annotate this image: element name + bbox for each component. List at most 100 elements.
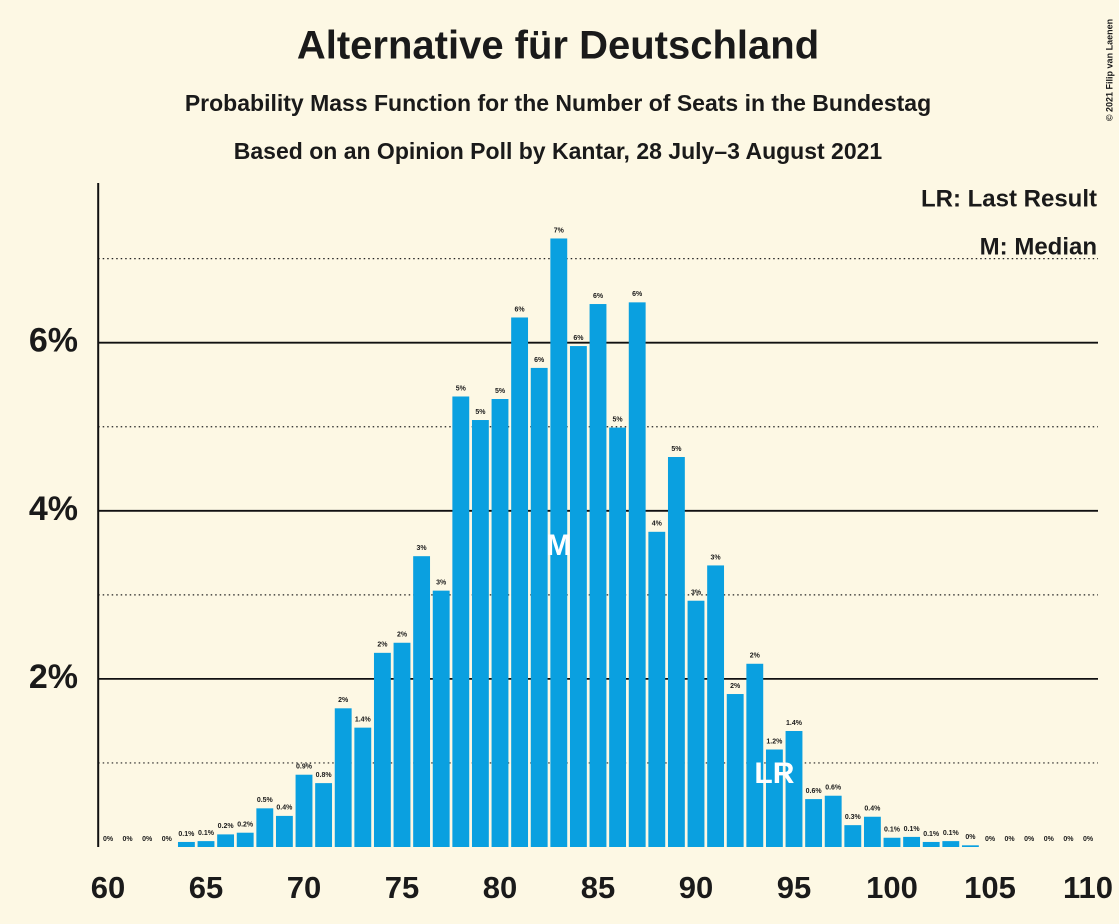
value-label: 0%	[1005, 836, 1016, 843]
bar	[726, 694, 744, 847]
bar	[805, 799, 823, 847]
annotation: M	[546, 529, 571, 562]
value-label: 0%	[123, 836, 134, 843]
value-label: 6%	[632, 291, 643, 298]
value-label: 3%	[436, 579, 447, 586]
value-label: 0.4%	[864, 806, 881, 813]
value-label: 0%	[162, 836, 173, 843]
value-label: 0.1%	[943, 830, 960, 837]
value-label: 2%	[377, 642, 388, 649]
value-label: 0.1%	[178, 831, 195, 838]
value-label: 2%	[750, 653, 761, 660]
bar	[942, 841, 960, 847]
bar	[628, 302, 646, 847]
bar	[275, 815, 293, 847]
value-label: 0%	[1063, 836, 1074, 843]
bar	[863, 816, 881, 847]
value-label: 4%	[652, 521, 663, 528]
y-tick-label: 2%	[29, 658, 78, 696]
bar	[765, 749, 783, 847]
bar	[393, 642, 411, 847]
bar	[452, 396, 470, 847]
value-label: 2%	[397, 632, 408, 639]
legend-entry: LR: Last Result	[921, 185, 1097, 212]
bar	[589, 304, 607, 847]
x-tick-label: 70	[287, 870, 321, 905]
value-label: 5%	[495, 388, 506, 395]
bar	[236, 832, 254, 847]
bar	[373, 652, 391, 847]
value-label: 5%	[613, 416, 624, 423]
value-label: 0%	[1083, 836, 1094, 843]
bar	[295, 774, 313, 847]
bar	[922, 841, 940, 847]
bar	[217, 834, 235, 847]
value-label: 0.4%	[276, 805, 293, 812]
value-label: 7%	[554, 227, 565, 234]
bar	[824, 795, 842, 847]
value-label: 0.5%	[257, 797, 274, 804]
x-tick-label: 85	[581, 870, 615, 905]
y-tick-label: 6%	[29, 322, 78, 360]
copyright: © 2021 Filip van Laenen	[1104, 19, 1114, 121]
bar	[315, 783, 333, 847]
x-tick-label: 60	[91, 870, 125, 905]
bar	[609, 427, 627, 847]
value-label: 0%	[103, 836, 114, 843]
value-label: 0.6%	[806, 788, 823, 795]
value-label: 5%	[456, 385, 467, 392]
chart-subtitle: Based on an Opinion Poll by Kantar, 28 J…	[234, 138, 883, 164]
x-tick-label: 90	[679, 870, 713, 905]
value-label: 1.2%	[766, 738, 783, 745]
value-label: 2%	[338, 697, 349, 704]
x-tick-label: 110	[1063, 870, 1113, 905]
x-tick-label: 80	[483, 870, 517, 905]
value-label: 0.1%	[904, 826, 921, 833]
value-label: 3%	[691, 590, 702, 597]
bar	[511, 317, 529, 847]
x-tick-label: 105	[964, 870, 1016, 905]
bar	[413, 556, 431, 847]
value-label: 1.4%	[786, 720, 803, 727]
annotation: LR	[754, 757, 794, 790]
bar	[667, 457, 685, 847]
bar	[746, 663, 764, 847]
y-tick-label: 4%	[29, 490, 78, 528]
value-label: 3%	[711, 554, 722, 561]
value-label: 1.4%	[355, 716, 372, 723]
bar	[903, 836, 921, 847]
value-label: 5%	[475, 409, 486, 416]
value-label: 0.1%	[884, 827, 901, 834]
bar	[256, 808, 274, 847]
value-label: 0.2%	[218, 823, 235, 830]
bar	[354, 727, 372, 847]
x-tick-label: 75	[385, 870, 419, 905]
value-label: 0.6%	[825, 785, 842, 792]
bar	[471, 420, 489, 847]
bar	[648, 531, 666, 847]
bar	[197, 841, 215, 847]
bar	[550, 238, 568, 848]
value-label: 0.8%	[316, 772, 333, 779]
bar	[432, 590, 450, 847]
value-label: 6%	[534, 357, 545, 364]
bar	[334, 708, 352, 847]
chart-subtitle: Probability Mass Function for the Number…	[185, 90, 931, 116]
x-tick-label: 65	[189, 870, 223, 905]
value-label: 0.1%	[198, 830, 215, 837]
value-label: 0%	[985, 836, 996, 843]
value-label: 6%	[593, 293, 604, 300]
value-label: 6%	[515, 306, 526, 313]
legend-entry: M: Median	[980, 233, 1097, 260]
bar	[961, 845, 979, 847]
bar	[844, 825, 862, 847]
value-label: 0.1%	[923, 831, 940, 838]
value-label: 0%	[1044, 836, 1055, 843]
value-label: 0%	[142, 836, 153, 843]
value-label: 0.9%	[296, 764, 313, 771]
value-label: 5%	[671, 446, 682, 453]
bar	[530, 367, 548, 847]
value-label: 2%	[730, 683, 741, 690]
bar	[177, 841, 195, 847]
value-label: 0.2%	[237, 822, 254, 829]
